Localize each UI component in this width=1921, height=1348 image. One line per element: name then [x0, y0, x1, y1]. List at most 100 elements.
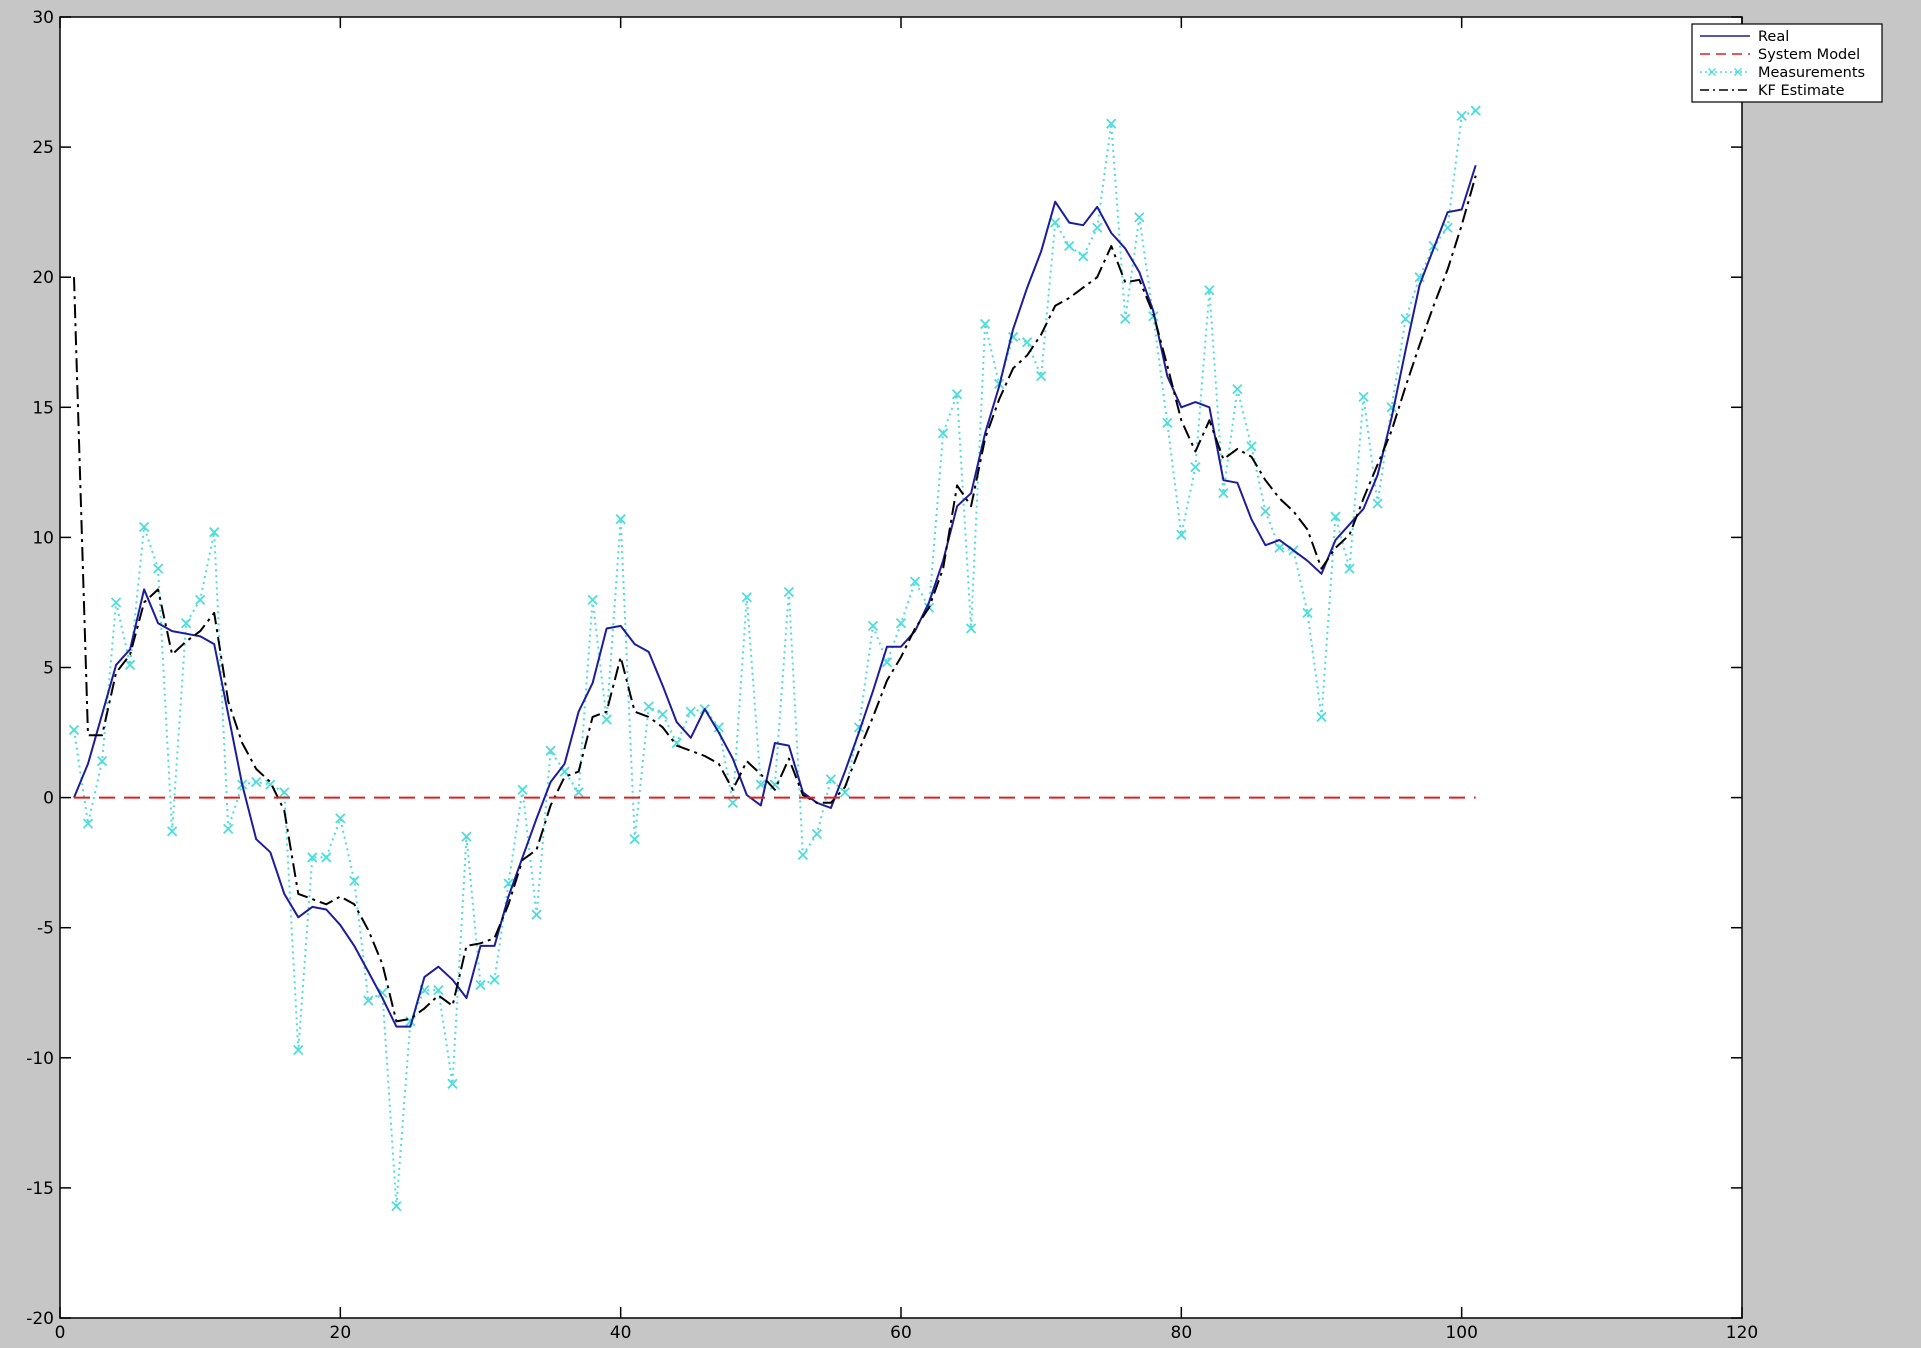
measurement-point	[461, 831, 472, 842]
y-tick-label: 5	[43, 659, 54, 679]
measurement-point-stroke-b	[1470, 105, 1481, 116]
measurement-point	[335, 813, 346, 824]
measurement-point-stroke-b	[1232, 383, 1243, 395]
measurement-point-stroke-b	[1204, 285, 1215, 296]
measurement-point-stroke-b	[209, 527, 220, 538]
y-tick-label: 15	[32, 398, 54, 418]
measurement-point	[685, 706, 696, 717]
measurement-point-stroke-b	[783, 586, 795, 598]
x-tick-label: 0	[55, 1323, 66, 1343]
x-tick-label: 100	[1445, 1323, 1477, 1343]
measurement-point-stroke-b	[349, 875, 360, 887]
measurement-point-stroke-b	[68, 724, 80, 736]
measurement-point-stroke-b	[152, 563, 164, 574]
measurement-point-stroke-b	[629, 834, 640, 845]
measurement-point-stroke-b	[881, 657, 893, 668]
measurement-point	[1036, 370, 1047, 382]
measurement-point	[321, 852, 332, 863]
measurement-point	[783, 586, 795, 598]
measurement-point-stroke-b	[1316, 711, 1327, 723]
measurement-point	[1218, 488, 1229, 499]
measurement-point	[811, 828, 823, 840]
measurement-point-stroke-b	[615, 514, 626, 525]
measurement-point-stroke-b	[1162, 417, 1173, 429]
measurement-point-stroke-b	[307, 852, 318, 863]
measurement-point-stroke-b	[741, 592, 752, 603]
measurement-point-stroke-b	[839, 787, 851, 798]
measurement-point-stroke-b	[96, 756, 108, 767]
measurement-point	[937, 428, 949, 439]
measurement-point-stroke-b	[279, 787, 290, 798]
measurement-point	[1120, 313, 1131, 324]
measurement-point-stroke-b	[1372, 498, 1383, 509]
measurement-point-stroke-b	[1190, 462, 1201, 473]
measurement-point-stroke-b	[671, 737, 682, 749]
measurement-point-stroke-b	[335, 813, 346, 824]
measurement-point-stroke-b	[1176, 529, 1187, 540]
measurement-point-stroke-b	[1330, 511, 1341, 522]
measurement-point-stroke-b	[1302, 607, 1313, 618]
measurement-point-stroke-b	[377, 987, 388, 998]
measurement-point	[867, 620, 879, 632]
measurement-point	[363, 995, 374, 1006]
legend-label: Real	[1758, 29, 1789, 45]
measurement-point	[965, 623, 977, 634]
y-tick-label: 25	[32, 138, 54, 158]
x-tick-label: 20	[330, 1323, 352, 1343]
measurement-point	[68, 724, 80, 736]
measurement-point-stroke-b	[1120, 313, 1131, 324]
measurement-point-stroke-b	[713, 722, 724, 733]
measurement-point-stroke-b	[1260, 506, 1271, 517]
measurement-point	[447, 1078, 458, 1089]
measurement-point	[1232, 383, 1243, 395]
x-tick-label: 80	[1171, 1323, 1193, 1343]
measurement-point-stroke-b	[1092, 222, 1103, 233]
measurement-point-stroke-b	[1218, 488, 1229, 499]
y-tick-label: 20	[32, 268, 54, 288]
measurement-point	[629, 834, 640, 845]
measurement-point-stroke-b	[489, 974, 500, 985]
series-measurements	[68, 105, 1481, 1212]
measurement-point	[82, 818, 94, 829]
measurement-point-stroke-b	[1274, 542, 1285, 553]
measurement-point	[1134, 212, 1145, 223]
series-layer	[68, 105, 1481, 1212]
y-tick-label: 0	[43, 789, 54, 809]
measurement-point-stroke-b	[1022, 337, 1033, 348]
legend: Real System Model Measurements KF Estimate	[1691, 23, 1883, 103]
measurement-point	[797, 849, 809, 860]
measurement-point-stroke-b	[503, 878, 514, 889]
y-tick-label: 10	[32, 528, 54, 548]
measurement-point	[391, 1200, 402, 1212]
measurement-point	[727, 797, 738, 808]
measurement-point-stroke-b	[447, 1078, 458, 1089]
measurement-point-stroke-b	[1064, 240, 1075, 252]
measurement-point-stroke-b	[1078, 251, 1089, 262]
measurement-point-stroke-b	[657, 709, 668, 720]
measurement-point	[223, 823, 234, 834]
measurement-point	[1414, 272, 1425, 283]
measurement-point-stroke-b	[811, 828, 823, 840]
measurement-point-stroke-b	[293, 1044, 304, 1056]
measurement-point	[138, 521, 150, 533]
measurement-point-stroke-b	[433, 985, 444, 996]
legend-item-system-model: System Model	[1700, 47, 1860, 63]
measurement-point	[517, 784, 528, 795]
measurement-point	[713, 722, 724, 733]
measurement-point	[1274, 542, 1285, 553]
measurement-point-stroke-b	[1106, 118, 1117, 129]
measurement-point-stroke-b	[223, 823, 234, 834]
x-axis-tick-labels: 0 20 40 60 80 100 120	[55, 1323, 1759, 1343]
measurement-point	[587, 594, 598, 605]
measurement-point	[349, 875, 360, 887]
measurement-point-stroke-b	[321, 852, 332, 863]
measurement-point	[1162, 417, 1173, 429]
x-tick-label: 60	[890, 1323, 912, 1343]
measurement-point-stroke-b	[545, 745, 556, 756]
measurement-point-stroke-b	[909, 576, 921, 587]
measurement-point	[601, 714, 612, 725]
measurement-point	[1400, 313, 1411, 324]
measurement-point-stroke-b	[825, 774, 837, 785]
measurement-point	[195, 594, 206, 605]
